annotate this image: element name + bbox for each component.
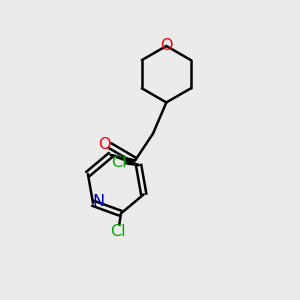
Text: O: O — [160, 38, 172, 53]
Text: Cl: Cl — [112, 154, 127, 169]
Text: Cl: Cl — [110, 224, 126, 239]
Text: O: O — [98, 136, 111, 152]
Text: N: N — [92, 194, 104, 209]
